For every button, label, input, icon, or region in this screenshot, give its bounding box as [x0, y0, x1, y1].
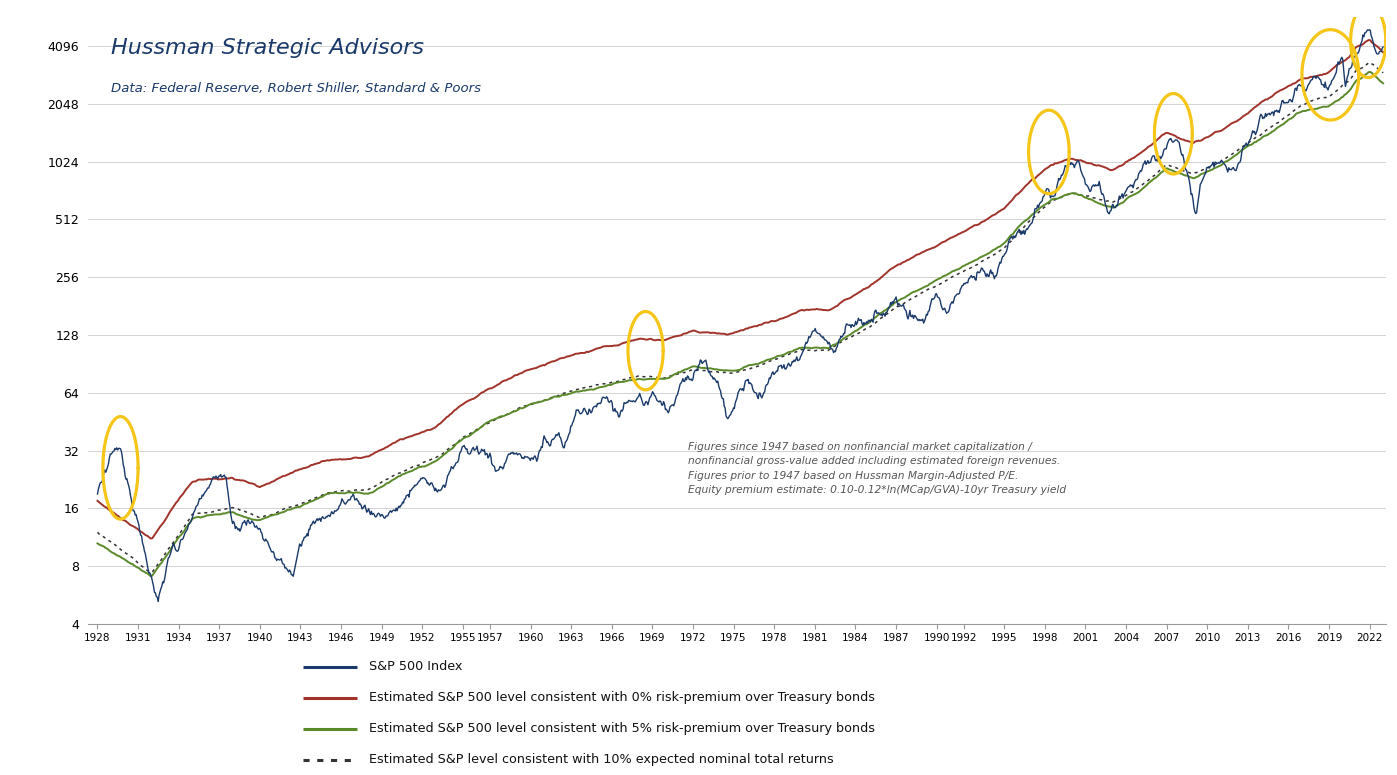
Text: S&P 500 Index: S&P 500 Index — [369, 660, 462, 673]
Text: Figures since 1947 based on nonfinancial market capitalization /
nonfinancial gr: Figures since 1947 based on nonfinancial… — [687, 442, 1066, 495]
Text: Hussman Strategic Advisors: Hussman Strategic Advisors — [112, 38, 425, 58]
Text: Estimated S&P 500 level consistent with 0% risk-premium over Treasury bonds: Estimated S&P 500 level consistent with … — [369, 691, 875, 704]
Text: Estimated S&P level consistent with 10% expected nominal total returns: Estimated S&P level consistent with 10% … — [369, 753, 834, 766]
Text: Data: Federal Reserve, Robert Shiller, Standard & Poors: Data: Federal Reserve, Robert Shiller, S… — [112, 82, 482, 95]
Text: Estimated S&P 500 level consistent with 5% risk-premium over Treasury bonds: Estimated S&P 500 level consistent with … — [369, 722, 875, 735]
